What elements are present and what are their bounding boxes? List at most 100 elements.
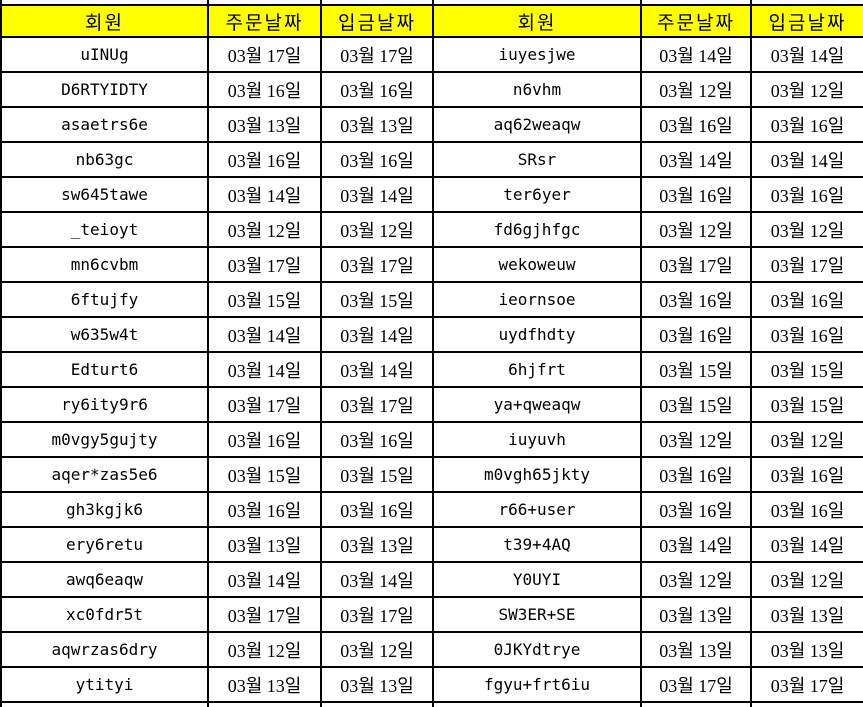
member-cell[interactable]: 6hjfrt — [432, 351, 642, 388]
member-cell[interactable]: fgyu+frt6iu — [432, 666, 642, 703]
deposit-date-cell[interactable]: 03월 16일 — [750, 176, 863, 213]
order-date-cell[interactable]: 03월 13일 — [207, 526, 322, 563]
deposit-date-cell[interactable]: 03월 12일 — [750, 71, 863, 108]
deposit-date-cell[interactable]: 03월 13일 — [750, 631, 863, 668]
member-cell[interactable]: 6ftujfy — [0, 281, 209, 318]
order-date-cell[interactable]: 03월 16일 — [640, 106, 752, 143]
deposit-date-cell[interactable]: 03월 16일 — [320, 491, 434, 528]
deposit-date-cell[interactable]: 03월 16일 — [750, 316, 863, 353]
deposit-date-cell[interactable]: 03월 12일 — [750, 561, 863, 598]
order-date-cell[interactable]: 03월 14일 — [640, 141, 752, 178]
deposit-date-cell[interactable]: 03월 12일 — [750, 421, 863, 458]
deposit-date-cell[interactable]: 03월 14일 — [750, 36, 863, 73]
deposit-date-cell[interactable]: 03월 14일 — [320, 176, 434, 213]
member-cell[interactable]: sw645tawe — [0, 176, 209, 213]
order-date-cell[interactable]: 03월 12일 — [640, 421, 752, 458]
order-date-cell[interactable]: 03월 15일 — [640, 386, 752, 423]
order-date-cell[interactable]: 03월 13일 — [640, 631, 752, 668]
member-cell[interactable]: t39+4AQ — [432, 526, 642, 563]
member-cell[interactable]: ry6ity9r6 — [0, 386, 209, 423]
order-date-cell[interactable]: 03월 16일 — [640, 491, 752, 528]
member-cell[interactable]: xc0fdr5t — [0, 596, 209, 633]
order-date-cell[interactable]: 03월 14일 — [207, 316, 322, 353]
member-cell[interactable]: aqwrzas6dry — [0, 631, 209, 668]
deposit-date-cell[interactable]: 03월 16일 — [320, 141, 434, 178]
member-cell[interactable]: Y0UYI — [432, 561, 642, 598]
member-cell[interactable]: wekoweuw — [432, 246, 642, 283]
order-date-cell[interactable]: 03월 12일 — [640, 561, 752, 598]
deposit-date-cell[interactable]: 03월 15일 — [750, 386, 863, 423]
header-order-date[interactable]: 주문날짜 — [207, 4, 322, 38]
order-date-cell[interactable]: 03월 17일 — [640, 246, 752, 283]
order-date-cell[interactable]: 03월 14일 — [640, 36, 752, 73]
member-cell[interactable]: 0JKYdtrye — [432, 631, 642, 668]
member-cell[interactable]: SRsr — [432, 141, 642, 178]
header-member[interactable]: 회원 — [432, 4, 642, 38]
member-cell[interactable]: ter6yer — [432, 176, 642, 213]
member-cell[interactable]: n6vhm — [432, 71, 642, 108]
order-date-cell[interactable]: 03월 17일 — [207, 36, 322, 73]
deposit-date-cell[interactable]: 03월 15일 — [320, 281, 434, 318]
deposit-date-cell[interactable]: 03월 14일 — [320, 316, 434, 353]
deposit-date-cell[interactable]: 03월 17일 — [320, 246, 434, 283]
deposit-date-cell[interactable]: 03월 13일 — [320, 106, 434, 143]
member-cell[interactable]: ery6retu — [0, 526, 209, 563]
header-deposit-date[interactable]: 입금날짜 — [750, 4, 863, 38]
deposit-date-cell[interactable]: 03월 16일 — [320, 421, 434, 458]
header-order-date[interactable]: 주문날짜 — [640, 4, 752, 38]
order-date-cell[interactable]: 03월 16일 — [640, 176, 752, 213]
member-cell[interactable]: iuyuvh — [432, 421, 642, 458]
order-date-cell[interactable]: 03월 14일 — [640, 526, 752, 563]
member-cell[interactable]: r66+user — [432, 491, 642, 528]
member-cell[interactable]: m0vgh65jkty — [432, 456, 642, 493]
member-cell[interactable]: w635w4t — [0, 316, 209, 353]
order-date-cell[interactable]: 03월 16일 — [207, 421, 322, 458]
order-date-cell[interactable]: 03월 12일 — [207, 631, 322, 668]
member-cell[interactable]: asaetrs6e — [0, 106, 209, 143]
order-date-cell[interactable]: 03월 16일 — [207, 491, 322, 528]
order-date-cell[interactable]: 03월 14일 — [207, 561, 322, 598]
order-date-cell[interactable]: 03월 16일 — [640, 456, 752, 493]
member-cell[interactable]: uydfhdty — [432, 316, 642, 353]
deposit-date-cell[interactable]: 03월 16일 — [750, 106, 863, 143]
order-date-cell[interactable]: 03월 17일 — [640, 666, 752, 703]
member-cell[interactable]: D6RTYIDTY — [0, 71, 209, 108]
order-date-cell[interactable]: 03월 13일 — [640, 596, 752, 633]
member-cell[interactable]: _teioyt — [0, 211, 209, 248]
deposit-date-cell[interactable]: 03월 16일 — [320, 71, 434, 108]
deposit-date-cell[interactable]: 03월 12일 — [750, 211, 863, 248]
member-cell[interactable]: fd6gjhfgc — [432, 211, 642, 248]
deposit-date-cell[interactable]: 03월 16일 — [750, 491, 863, 528]
order-date-cell[interactable]: 03월 12일 — [640, 211, 752, 248]
member-cell[interactable]: SW3ER+SE — [432, 596, 642, 633]
member-cell[interactable]: mn6cvbm — [0, 246, 209, 283]
order-date-cell[interactable]: 03월 12일 — [207, 211, 322, 248]
member-cell[interactable]: iuyesjwe — [432, 36, 642, 73]
order-date-cell[interactable]: 03월 14일 — [207, 176, 322, 213]
order-date-cell[interactable]: 03월 16일 — [207, 71, 322, 108]
order-date-cell[interactable]: 03월 17일 — [207, 386, 322, 423]
order-date-cell[interactable]: 03월 16일 — [640, 281, 752, 318]
deposit-date-cell[interactable]: 03월 17일 — [320, 386, 434, 423]
deposit-date-cell[interactable]: 03월 12일 — [320, 211, 434, 248]
deposit-date-cell[interactable]: 03월 14일 — [750, 526, 863, 563]
member-cell[interactable]: awq6eaqw — [0, 561, 209, 598]
header-member[interactable]: 회원 — [0, 4, 209, 38]
deposit-date-cell[interactable]: 03월 17일 — [320, 36, 434, 73]
deposit-date-cell[interactable]: 03월 16일 — [750, 281, 863, 318]
deposit-date-cell[interactable]: 03월 16일 — [750, 456, 863, 493]
order-date-cell[interactable]: 03월 16일 — [640, 316, 752, 353]
order-date-cell[interactable]: 03월 17일 — [207, 596, 322, 633]
member-cell[interactable]: ytityi — [0, 666, 209, 703]
member-cell[interactable]: aq62weaqw — [432, 106, 642, 143]
deposit-date-cell[interactable]: 03월 13일 — [750, 596, 863, 633]
member-cell[interactable]: aqer*zas5e6 — [0, 456, 209, 493]
order-date-cell[interactable]: 03월 15일 — [207, 456, 322, 493]
order-date-cell[interactable]: 03월 15일 — [640, 351, 752, 388]
deposit-date-cell[interactable]: 03월 14일 — [750, 141, 863, 178]
deposit-date-cell[interactable]: 03월 13일 — [320, 666, 434, 703]
deposit-date-cell[interactable]: 03월 15일 — [750, 351, 863, 388]
deposit-date-cell[interactable]: 03월 17일 — [320, 596, 434, 633]
order-date-cell[interactable]: 03월 15일 — [207, 281, 322, 318]
deposit-date-cell[interactable]: 03월 13일 — [320, 526, 434, 563]
